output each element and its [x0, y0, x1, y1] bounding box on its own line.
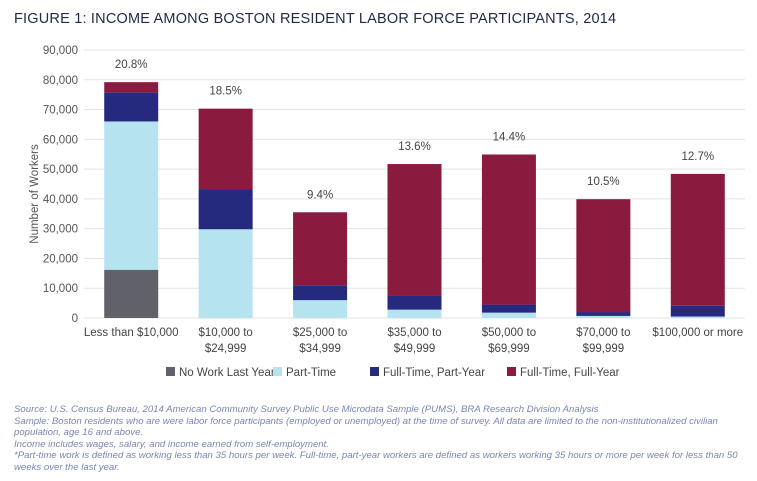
bar-segment-full-time-part-year [104, 92, 159, 122]
bar-segment-part-time [387, 309, 442, 318]
bar-segment-full-time-full-year [481, 154, 536, 305]
y-tick-label: 90,000 [43, 45, 78, 57]
bar-segment-full-time-part-year [670, 305, 725, 317]
bar-segment-full-time-full-year [670, 173, 725, 306]
y-tick-label: 70,000 [43, 105, 78, 117]
x-tick-label: $34,999 [299, 343, 341, 355]
x-tick-label: $49,999 [394, 343, 436, 355]
legend: No Work Last Year Part-Time Full-Time, Par… [166, 367, 620, 379]
bar-segment-part-time [481, 312, 536, 318]
percent-label: 13.6% [398, 141, 431, 153]
legend-swatch [370, 367, 379, 376]
x-tick-label: $99,999 [583, 343, 625, 355]
x-tick-label: Less than $10,000 [84, 327, 179, 339]
y-axis-label: Number of Workers [29, 144, 41, 244]
legend-label: Part-Time [286, 367, 336, 379]
x-tick-label: $50,000 to [482, 327, 536, 339]
legend-swatch [166, 367, 175, 376]
legend-label: Full-Time, Part-Year [383, 367, 485, 379]
y-axis-ticks: 0 10,000 20,000 30,000 40,000 50,000 60,000 70,… [43, 45, 78, 325]
bar-segment-part-time [293, 300, 348, 318]
bar-segment-part-time [104, 121, 159, 270]
bar-segment-full-time-part-year [198, 189, 253, 230]
x-tick-label: $100,000 or more [652, 327, 743, 339]
x-tick-label: $35,000 to [387, 327, 441, 339]
y-tick-label: 20,000 [43, 253, 78, 265]
bars [104, 82, 725, 318]
x-tick-label: $24,999 [205, 343, 247, 355]
footnotes: Source: U.S. Census Bureau, 2014 America… [14, 404, 749, 474]
y-tick-label: 80,000 [43, 75, 78, 87]
x-tick-label: $25,000 to [293, 327, 347, 339]
x-axis-ticks: Less than $10,000 $10,000 to $24,999 $25,00… [84, 327, 743, 355]
y-tick-label: 10,000 [43, 283, 78, 295]
y-tick-label: 60,000 [43, 134, 78, 146]
bar-chart: 0 10,000 20,000 30,000 40,000 50,000 60,000 70,… [29, 45, 745, 379]
sample-note: Sample: Boston residents who are were la… [14, 415, 718, 439]
y-tick-label: 40,000 [43, 194, 78, 206]
percent-labels: 20.8% 18.5% 9.4% 13.6% 14.4% 10.5% 12.7% [115, 59, 714, 201]
bar-segment-full-time-part-year [481, 304, 536, 313]
y-tick-label: 50,000 [43, 164, 78, 176]
bar-segment-full-time-full-year [576, 199, 631, 313]
bar-segment-full-time-part-year [576, 312, 631, 316]
bar-segment-part-time [198, 229, 253, 318]
y-tick-label: 30,000 [43, 224, 78, 236]
percent-label: 18.5% [209, 86, 242, 98]
bar-segment-part-time [670, 316, 725, 318]
bar-segment-part-time [576, 315, 631, 318]
bar-segment-full-time-part-year [293, 285, 348, 301]
percent-label: 14.4% [493, 132, 526, 144]
legend-swatch [507, 367, 516, 376]
definition-note: *Part-time work is defined as working le… [14, 450, 738, 473]
percent-label: 9.4% [307, 189, 333, 201]
bar-segment-full-time-part-year [387, 295, 442, 310]
bar-segment-no-work-last-year [104, 269, 159, 318]
legend-label: No Work Last Year [179, 367, 275, 379]
source-note: Source: U.S. Census Bureau, 2014 America… [14, 404, 599, 415]
chart-title: FIGURE 1: INCOME AMONG BOSTON RESIDENT L… [14, 11, 617, 27]
percent-label: 10.5% [587, 176, 620, 188]
percent-label: 12.7% [681, 151, 714, 163]
percent-label: 20.8% [115, 59, 148, 71]
y-tick-label: 0 [72, 313, 78, 325]
bar-segment-full-time-full-year [104, 82, 159, 93]
bar-segment-full-time-full-year [293, 212, 348, 286]
x-tick-label: $69,999 [488, 343, 530, 355]
bar-segment-full-time-full-year [198, 108, 253, 190]
legend-swatch [273, 367, 282, 376]
bar-segment-full-time-full-year [387, 164, 442, 296]
income-note: Income includes wages, salary, and incom… [14, 438, 329, 450]
x-tick-label: $10,000 to [198, 327, 252, 339]
legend-label: Full-Time, Full-Year [520, 367, 620, 379]
x-tick-label: $70,000 to [576, 327, 630, 339]
